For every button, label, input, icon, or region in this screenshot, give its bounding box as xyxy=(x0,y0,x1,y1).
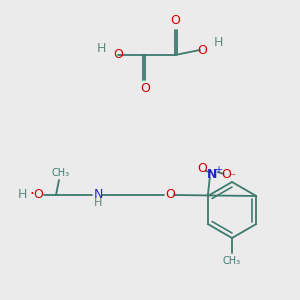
Text: O: O xyxy=(197,44,207,56)
Text: H: H xyxy=(17,188,27,202)
Text: O: O xyxy=(221,169,231,182)
Text: CH₃: CH₃ xyxy=(223,256,241,266)
Text: O: O xyxy=(113,49,123,62)
Text: H: H xyxy=(94,198,102,208)
Text: H: H xyxy=(213,37,223,50)
Text: ⁻: ⁻ xyxy=(229,172,235,182)
Text: CH₃: CH₃ xyxy=(52,168,70,178)
Text: ·: · xyxy=(30,188,34,202)
Text: +: + xyxy=(214,165,222,175)
Text: O: O xyxy=(165,188,175,202)
Text: O: O xyxy=(140,82,150,95)
Text: N: N xyxy=(93,188,103,202)
Text: O: O xyxy=(197,163,207,176)
Text: O: O xyxy=(33,188,43,202)
Text: N: N xyxy=(207,167,217,181)
Text: H: H xyxy=(96,41,106,55)
Text: O: O xyxy=(170,14,180,28)
